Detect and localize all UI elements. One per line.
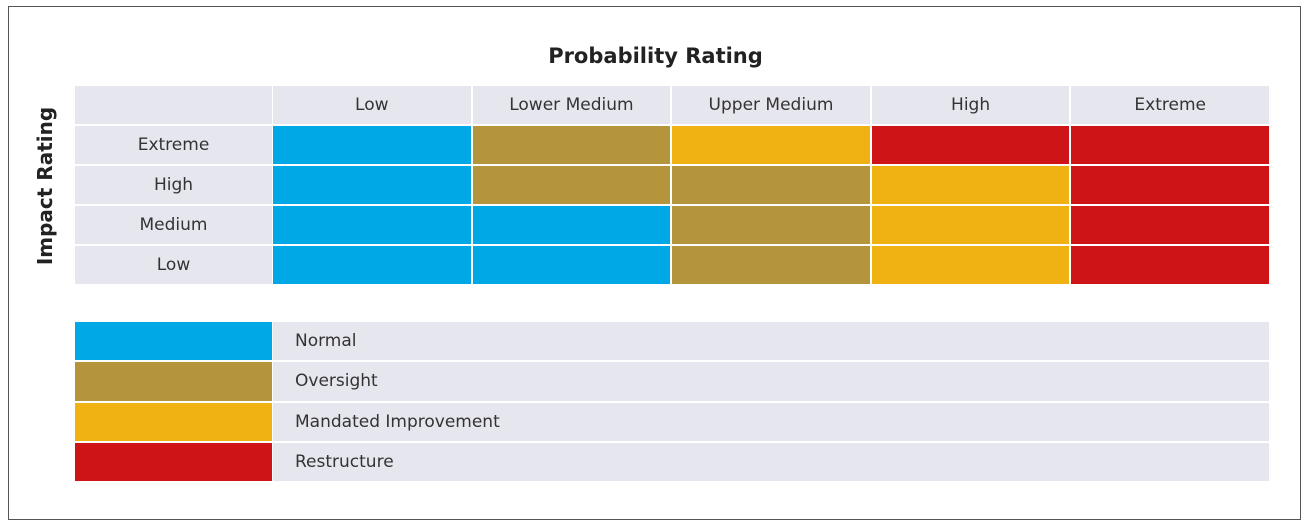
legend-swatch xyxy=(75,402,272,441)
matrix-cell xyxy=(472,246,671,284)
row-header: Medium xyxy=(75,206,272,244)
matrix-cell xyxy=(1071,246,1269,284)
matrix-cell xyxy=(871,246,1070,284)
row-header: High xyxy=(75,166,272,204)
matrix-cell xyxy=(672,206,870,244)
row-axis-label: Impact Rating xyxy=(33,106,57,266)
matrix-cell xyxy=(472,206,671,244)
row-header: Low xyxy=(75,246,272,284)
legend-label: Mandated Improvement xyxy=(273,402,1269,441)
matrix-cell xyxy=(472,166,671,204)
column-header: Extreme xyxy=(1071,86,1269,124)
matrix-cell xyxy=(672,126,870,164)
matrix-cell xyxy=(1071,206,1269,244)
matrix-cell xyxy=(273,246,471,284)
matrix-cell xyxy=(273,206,471,244)
matrix-cell xyxy=(871,126,1070,164)
column-header: Low xyxy=(273,86,471,124)
corner-cell xyxy=(75,86,272,124)
column-header: Upper Medium xyxy=(672,86,870,124)
matrix-cell xyxy=(472,126,671,164)
column-header: Lower Medium xyxy=(472,86,671,124)
legend-label: Oversight xyxy=(273,362,1269,401)
matrix-cell xyxy=(1071,166,1269,204)
frame xyxy=(8,6,1301,520)
matrix-cell xyxy=(871,166,1070,204)
column-header: High xyxy=(871,86,1070,124)
matrix-cell xyxy=(273,166,471,204)
legend-label: Restructure xyxy=(273,442,1269,482)
legend-swatch xyxy=(75,322,272,361)
row-header: Extreme xyxy=(75,126,272,164)
legend-label: Normal xyxy=(273,322,1269,361)
legend-swatch xyxy=(75,442,272,482)
matrix-cell xyxy=(871,206,1070,244)
title: Probability Rating xyxy=(548,44,763,68)
matrix-cell xyxy=(1071,126,1269,164)
matrix-cell xyxy=(273,126,471,164)
legend-swatch xyxy=(75,362,272,401)
matrix-cell xyxy=(672,246,870,284)
matrix-cell xyxy=(672,166,870,204)
